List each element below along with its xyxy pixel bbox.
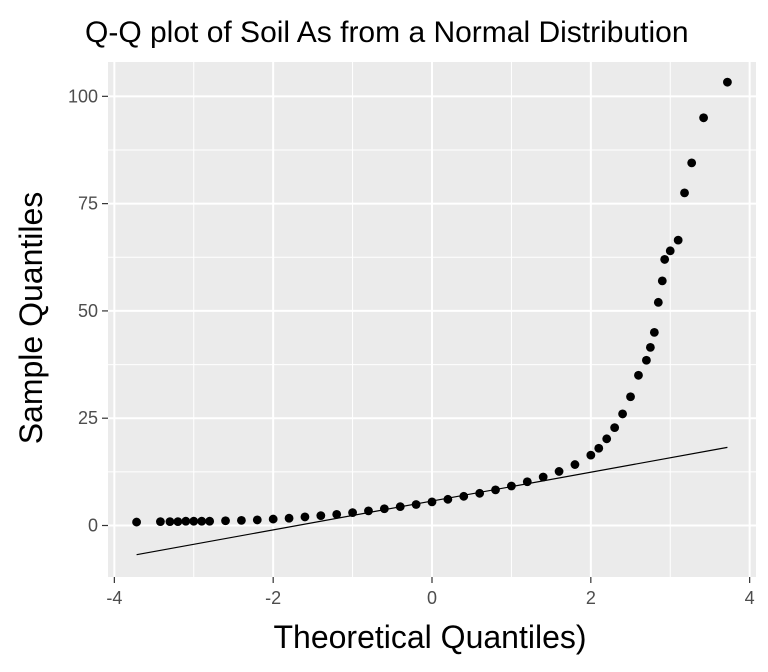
- data-point: [657, 276, 667, 286]
- data-point: [364, 506, 373, 516]
- data-point: [156, 517, 165, 527]
- data-point: [665, 246, 675, 256]
- data-point: [300, 512, 310, 522]
- data-point: [221, 516, 230, 526]
- data-point: [132, 517, 141, 527]
- data-point: [165, 517, 175, 527]
- y-tick-label: 50: [78, 301, 98, 321]
- chart-title: Q-Q plot of Soil As from a Normal Distri…: [85, 16, 689, 49]
- x-tick-label: 4: [745, 588, 755, 608]
- data-point: [427, 497, 437, 507]
- data-point: [189, 516, 199, 526]
- data-point: [252, 515, 262, 525]
- data-point: [491, 485, 500, 495]
- data-point: [522, 477, 532, 487]
- data-point: [570, 460, 580, 469]
- data-point: [626, 392, 635, 402]
- x-tick-label: 0: [427, 588, 437, 608]
- data-point: [181, 516, 191, 526]
- sample-points: [132, 77, 732, 527]
- y-tick-label: 25: [78, 408, 98, 428]
- data-point: [507, 481, 516, 491]
- data-point: [673, 235, 683, 245]
- data-point: [586, 450, 596, 460]
- gridlines: [108, 62, 756, 577]
- data-point: [538, 472, 548, 482]
- y-tick-label: 100: [68, 86, 98, 106]
- data-point: [649, 327, 659, 337]
- data-point: [699, 113, 708, 123]
- y-axis-title: Sample Quantiles: [13, 192, 49, 445]
- x-tick-label: -4: [106, 588, 122, 608]
- data-point: [348, 508, 357, 518]
- data-point: [268, 514, 278, 524]
- data-point: [660, 255, 670, 264]
- data-point: [475, 488, 485, 498]
- data-point: [618, 409, 627, 419]
- data-point: [395, 502, 405, 512]
- data-point: [379, 504, 389, 514]
- data-point: [443, 494, 453, 504]
- data-point: [197, 516, 207, 526]
- y-tick-label: 0: [88, 516, 98, 536]
- data-point: [459, 491, 469, 501]
- data-point: [634, 370, 643, 380]
- x-tick-label: 2: [586, 588, 596, 608]
- data-point: [284, 513, 294, 523]
- x-tick-label: -2: [265, 588, 281, 608]
- data-point: [237, 515, 246, 525]
- data-point: [645, 342, 655, 352]
- data-point: [653, 297, 663, 307]
- data-point: [680, 188, 689, 198]
- data-point: [554, 467, 564, 476]
- data-point: [316, 511, 326, 521]
- x-axis-title: Theoretical Quantiles): [273, 619, 586, 655]
- axes: -4 -2 0 2 4 0 25 50 75 100: [68, 86, 755, 608]
- data-point: [594, 443, 604, 453]
- data-point: [411, 500, 421, 509]
- data-point: [173, 517, 183, 527]
- data-point: [332, 509, 342, 519]
- data-point: [610, 423, 620, 433]
- data-point: [723, 77, 732, 87]
- data-point: [687, 158, 697, 168]
- data-point: [602, 434, 612, 444]
- y-tick-label: 75: [78, 194, 98, 214]
- data-point: [205, 516, 215, 526]
- data-point: [642, 355, 651, 365]
